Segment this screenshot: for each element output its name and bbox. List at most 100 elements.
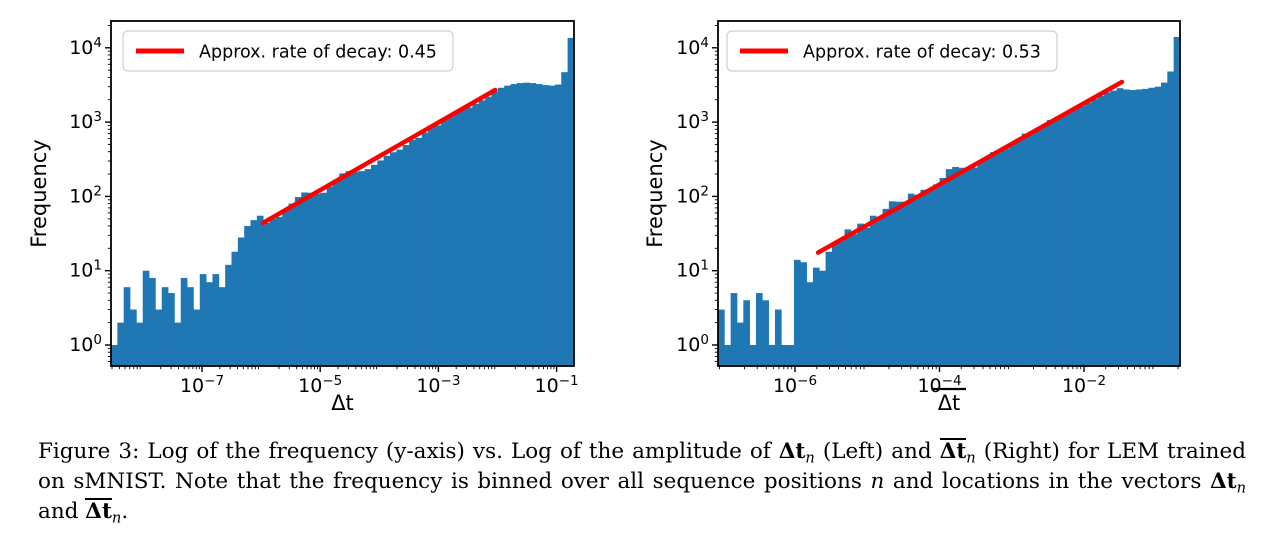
legend-box — [726, 30, 1058, 72]
histogram-bar — [952, 166, 959, 366]
histogram-bar — [307, 192, 315, 366]
histogram-bar — [1167, 71, 1175, 366]
histogram-bar — [212, 274, 220, 366]
histogram-bar — [390, 152, 397, 366]
histogram-bar — [1021, 133, 1029, 366]
histogram-bar — [945, 169, 953, 366]
caption-segment: Δt — [1209, 469, 1237, 495]
histogram-bar — [409, 139, 416, 366]
histogram-bar — [225, 264, 232, 366]
caption-segment: Δt — [939, 438, 967, 464]
y-tick-label: 103 — [69, 109, 102, 133]
histogram-bar — [180, 277, 188, 366]
histogram-bar — [206, 282, 213, 366]
histogram-bar — [472, 103, 480, 366]
caption-segment: Δt — [85, 498, 112, 525]
histogram-bar — [736, 322, 744, 366]
histogram-bar — [168, 293, 175, 366]
histogram-bar — [819, 270, 826, 366]
histogram-bar — [218, 287, 226, 366]
histogram-bar — [231, 251, 239, 366]
caption-segment: Δt — [778, 439, 806, 464]
histogram-bar — [876, 218, 883, 366]
histogram-bar — [491, 91, 499, 366]
histogram-bar — [996, 150, 1004, 366]
x-axis-label: Δt — [331, 391, 354, 415]
histogram-bar — [237, 237, 245, 366]
histogram-bar — [1097, 95, 1105, 366]
histogram-bar — [812, 267, 820, 366]
histogram-bar — [793, 259, 801, 366]
figure-plots: 10−7 10−5 10−3 10−1100101102103104Frequency… — [27, 20, 1181, 415]
legend-box — [122, 30, 454, 72]
histogram-bar — [155, 309, 163, 366]
histogram-bar — [282, 209, 289, 366]
histogram-bar — [920, 189, 928, 366]
histogram-bar — [926, 189, 934, 366]
histogram-bar — [174, 322, 182, 366]
histogram-bar — [1148, 87, 1156, 366]
histogram-bar — [1066, 112, 1073, 366]
histogram-bar — [1123, 89, 1130, 366]
histogram-bar — [749, 345, 757, 366]
histogram-bar — [768, 345, 776, 366]
caption-segment: (Right) for LEM trained on sMNIST. Note … — [38, 439, 1246, 495]
caption-segment: . — [121, 499, 129, 525]
histogram-bar — [977, 162, 985, 366]
histogram-bar — [478, 100, 486, 366]
histogram-bar — [263, 222, 270, 366]
histogram-bar — [1028, 131, 1035, 366]
plot-frame — [717, 20, 1181, 367]
y-tick-label: 100 — [676, 332, 709, 356]
histogram-bar — [800, 262, 807, 366]
histogram-bar — [888, 201, 896, 366]
y-tick-label: 102 — [676, 183, 709, 207]
histogram-bar — [895, 201, 902, 366]
chart-1: 10−6 10−4 10−2100101102103104FrequencyΔtAp… — [643, 20, 1181, 415]
histogram-bar — [510, 84, 518, 366]
histogram-bar — [958, 167, 966, 366]
histogram-bar — [1135, 89, 1143, 366]
histogram-bar — [907, 193, 915, 366]
histogram-bar — [402, 145, 410, 366]
y-tick-label: 102 — [69, 183, 102, 207]
histogram-bar — [971, 167, 978, 366]
histogram-bar — [377, 160, 385, 366]
histogram-bar — [497, 87, 505, 366]
histogram-bar — [542, 85, 549, 366]
histogram-bar — [117, 322, 125, 366]
histogram-bar — [1059, 116, 1067, 366]
caption-segment: and — [38, 499, 86, 525]
histogram-bar — [939, 177, 947, 366]
caption-segment: n — [966, 449, 976, 467]
caption-segment: n — [111, 509, 122, 527]
histogram-bar — [516, 83, 524, 367]
histogram-bar — [825, 251, 833, 366]
histogram-bar — [535, 84, 543, 366]
histogram-bars — [718, 36, 1181, 367]
histogram-bar — [256, 215, 264, 366]
histogram-bar — [1173, 36, 1181, 367]
histogram-bar — [755, 293, 763, 366]
histogram-bar — [371, 164, 378, 366]
histogram-bar — [161, 287, 169, 366]
histogram-bar — [1053, 118, 1061, 366]
histogram-bar — [244, 225, 251, 366]
histogram-bar — [901, 201, 909, 366]
x-axis-label: Δt — [938, 391, 961, 415]
histogram-bar — [250, 220, 258, 366]
histogram-bar — [554, 84, 562, 366]
histogram-bar — [364, 169, 372, 366]
histogram-bar — [136, 322, 144, 366]
histogram-bar — [1110, 90, 1118, 366]
legend-label: Approx. rate of decay: 0.53 — [803, 43, 1041, 63]
y-tick-label: 100 — [69, 332, 102, 356]
histogram-bar — [1072, 107, 1080, 366]
histogram-bar — [275, 216, 283, 366]
histogram-bar — [332, 179, 340, 366]
x-tick-label: 10−7 — [180, 373, 224, 397]
histogram-bar — [320, 192, 327, 366]
histogram-bar — [288, 203, 296, 366]
histogram-bar — [339, 173, 346, 366]
histogram-bar — [1002, 148, 1010, 366]
